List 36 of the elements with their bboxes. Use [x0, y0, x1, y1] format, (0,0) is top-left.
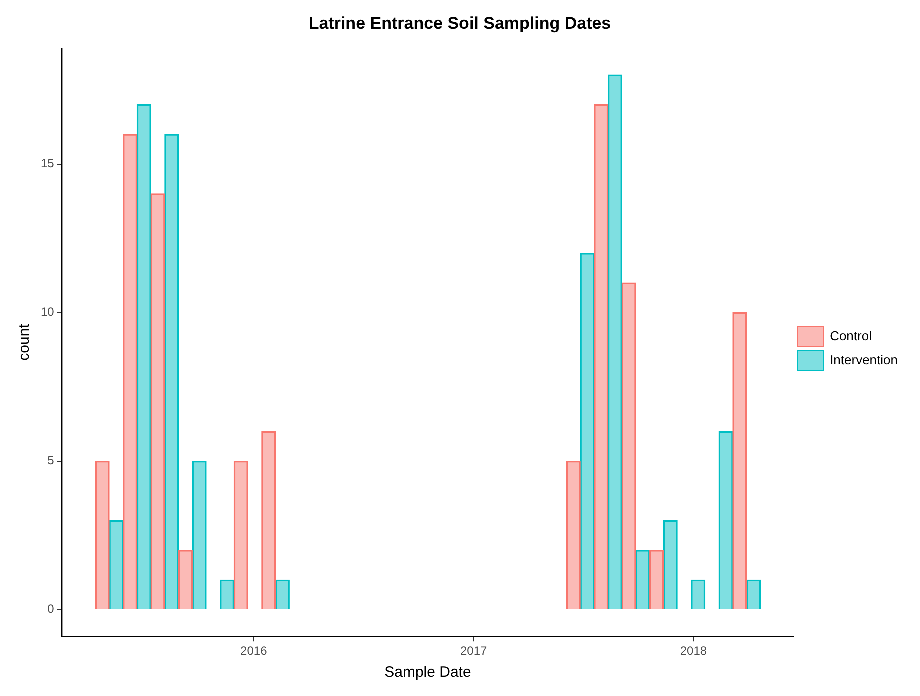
legend-label: Control	[830, 328, 872, 344]
bar	[732, 312, 748, 610]
bar	[663, 520, 678, 610]
bar	[746, 580, 762, 610]
bar	[594, 104, 609, 610]
bar	[718, 431, 734, 610]
bar	[123, 134, 138, 610]
bar	[234, 461, 248, 610]
bar	[164, 134, 180, 610]
y-axis-title: count	[16, 323, 34, 361]
bar	[636, 550, 650, 610]
bar	[95, 461, 110, 610]
bar	[580, 253, 595, 610]
bar	[275, 580, 290, 610]
bar	[691, 580, 706, 610]
bar	[650, 550, 664, 610]
y-tick-label: 0	[48, 602, 55, 616]
bar	[109, 520, 124, 610]
x-axis-title: Sample Date	[384, 664, 472, 682]
chart-title: Latrine Entrance Soil Sampling Dates	[308, 14, 612, 33]
y-tick-label: 15	[40, 156, 55, 171]
bar	[566, 461, 581, 610]
y-tick-label: 10	[40, 305, 55, 320]
bar	[178, 550, 193, 610]
bar	[150, 194, 166, 610]
bar	[192, 461, 207, 610]
bar	[622, 282, 636, 610]
y-tick-label: 5	[48, 454, 55, 468]
legend-label: Intervention	[830, 352, 898, 368]
x-tick-label: 2018	[680, 644, 708, 658]
bar	[136, 104, 152, 610]
bar	[608, 74, 622, 610]
x-tick-label: 2016	[240, 644, 268, 658]
bar	[220, 580, 235, 610]
bar	[262, 431, 276, 610]
x-tick-label: 2017	[460, 644, 488, 658]
